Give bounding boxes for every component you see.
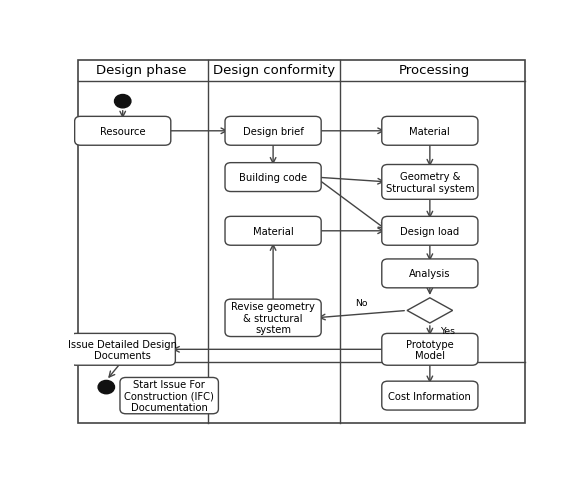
- Text: Design load: Design load: [400, 227, 459, 236]
- Text: Material: Material: [253, 227, 293, 236]
- FancyBboxPatch shape: [70, 334, 175, 365]
- Text: Material: Material: [409, 127, 450, 136]
- FancyBboxPatch shape: [382, 117, 478, 146]
- Circle shape: [98, 381, 115, 394]
- Text: Geometry &
Structural system: Geometry & Structural system: [386, 172, 474, 193]
- FancyBboxPatch shape: [120, 378, 218, 414]
- Text: Yes: Yes: [440, 326, 455, 336]
- Text: Analysis: Analysis: [409, 269, 450, 279]
- FancyBboxPatch shape: [382, 217, 478, 246]
- Text: Building code: Building code: [239, 173, 307, 183]
- FancyBboxPatch shape: [78, 61, 524, 423]
- Text: Prototype
Model: Prototype Model: [406, 339, 454, 360]
- Text: Start Issue For
Construction (IFC)
Documentation: Start Issue For Construction (IFC) Docum…: [124, 379, 214, 412]
- Text: Resource: Resource: [100, 127, 145, 136]
- Text: Issue Detailed Design
Documents: Issue Detailed Design Documents: [68, 339, 177, 360]
- FancyBboxPatch shape: [382, 382, 478, 410]
- Text: Cost Information: Cost Information: [389, 391, 472, 401]
- FancyBboxPatch shape: [382, 259, 478, 288]
- Text: Design brief: Design brief: [243, 127, 303, 136]
- Text: Design conformity: Design conformity: [213, 64, 335, 77]
- FancyBboxPatch shape: [382, 165, 478, 200]
- Text: No: No: [355, 298, 368, 307]
- Text: Processing: Processing: [399, 64, 470, 77]
- FancyBboxPatch shape: [382, 334, 478, 365]
- FancyBboxPatch shape: [225, 163, 321, 192]
- Circle shape: [115, 96, 131, 108]
- FancyBboxPatch shape: [225, 117, 321, 146]
- FancyBboxPatch shape: [75, 117, 171, 146]
- Polygon shape: [407, 298, 453, 324]
- FancyBboxPatch shape: [225, 300, 321, 337]
- Text: Design phase: Design phase: [96, 64, 186, 77]
- FancyBboxPatch shape: [225, 217, 321, 246]
- Text: Revise geometry
& structural
system: Revise geometry & structural system: [231, 301, 315, 335]
